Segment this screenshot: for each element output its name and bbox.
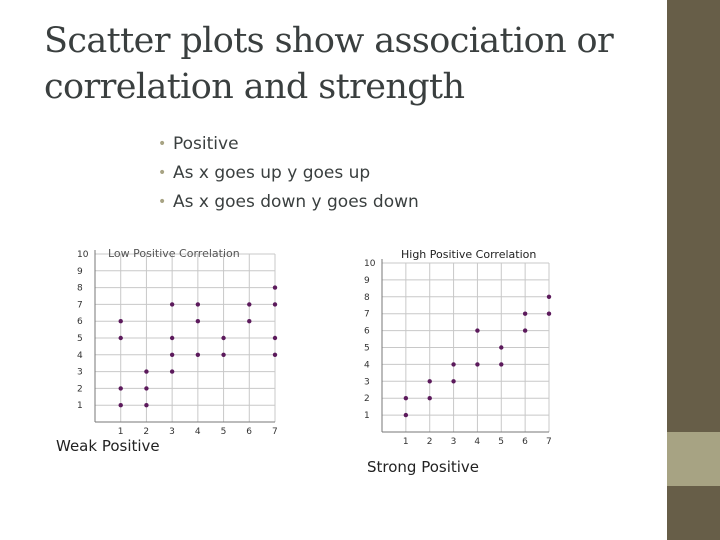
y-tick-label: 6 [364,327,370,337]
bullet-text: Positive [173,134,239,154]
y-tick-label: 3 [364,377,370,387]
bullet-text: As x goes up y goes up [173,163,371,183]
x-tick-label: 7 [546,437,552,447]
bullet-dot-icon: • [158,136,167,152]
bullet-item: • As x goes down y goes down [158,190,419,219]
y-tick-label: 8 [364,293,370,303]
data-point [272,285,278,290]
data-point [169,335,175,341]
sidebar-top-band [667,0,720,432]
y-tick-label: 10 [364,259,376,269]
data-point [451,362,456,367]
data-point [499,362,504,367]
x-tick-label: 2 [143,427,149,437]
y-tick-label: 7 [77,300,83,310]
data-point [118,386,123,391]
data-point [169,302,175,307]
y-tick-label: 1 [77,401,83,411]
x-tick-label: 5 [498,437,504,447]
data-point [195,302,201,307]
bullet-list: • Positive • As x goes up y goes up • As x … [158,132,419,219]
y-tick-label: 4 [77,351,83,361]
data-point [118,319,123,324]
y-tick-label: 10 [77,250,89,260]
data-point [499,345,504,350]
y-tick-label: 9 [364,276,370,286]
data-point [546,311,552,316]
data-point [451,379,456,384]
bullet-item: • Positive [158,132,419,161]
data-point [522,311,528,316]
data-point [118,403,123,408]
chart-title: Low Positive Correlation [108,247,240,260]
bullet-item: • As x goes up y goes up [158,161,419,190]
data-point [221,352,226,357]
x-tick-label: 1 [118,427,124,437]
data-point [221,335,226,341]
low-positive-scatter-chart: 1 2 3 4 5 6 7 8 9 10 1 2 3 4 5 6 7 Low Positive Correlati… [77,247,278,437]
bullet-text: As x goes down y goes down [173,192,419,212]
y-tick-label: 7 [364,310,370,320]
data-point [169,352,175,357]
data-point [522,328,528,333]
data-point [403,412,409,418]
data-point [247,319,252,324]
x-tick-label: 6 [246,427,252,437]
y-tick-label: 8 [77,284,83,294]
weak-positive-caption: Weak Positive [56,437,160,455]
x-tick-label: 3 [451,437,457,447]
data-point [195,319,201,324]
x-tick-label: 4 [474,437,480,447]
data-point [144,386,149,391]
x-tick-label: 4 [195,427,201,437]
y-tick-label: 1 [364,411,370,421]
x-tick-label: 2 [427,437,433,447]
bullet-dot-icon: • [158,194,167,210]
data-point [427,396,432,401]
high-positive-scatter-chart: 1 2 3 4 5 6 7 8 9 10 1 2 3 4 5 6 7 High Positive Correlat… [364,242,570,452]
data-point [195,352,201,357]
sidebar-bottom-band [667,486,720,540]
data-point [144,369,149,374]
y-tick-label: 6 [77,317,83,327]
data-point [247,302,252,307]
data-point [272,302,278,307]
y-tick-label: 5 [77,334,83,344]
y-tick-label: 3 [77,368,83,378]
x-tick-label: 1 [403,437,409,447]
data-point [427,379,432,384]
x-tick-label: 7 [272,427,278,437]
strong-positive-caption: Strong Positive [367,458,480,476]
data-point [169,369,175,374]
data-point [475,362,480,367]
data-point [403,396,409,401]
y-tick-label: 2 [364,394,370,404]
y-tick-label: 9 [77,267,83,277]
data-point [272,352,278,357]
y-tick-label: 5 [364,344,370,354]
y-tick-label: 2 [77,384,83,394]
x-tick-label: 3 [169,427,175,437]
y-tick-label: 4 [364,360,370,370]
data-point [546,294,552,299]
slide-title: Scatter plots show association or correl… [44,21,614,107]
data-point [144,403,149,408]
bullet-dot-icon: • [158,165,167,181]
sidebar-accent-band [667,432,720,486]
chart-title: High Positive Correlation [401,248,536,261]
data-point [118,335,123,341]
data-point [272,335,278,341]
x-tick-label: 6 [522,437,528,447]
x-tick-label: 5 [221,427,227,437]
data-point [475,328,480,333]
